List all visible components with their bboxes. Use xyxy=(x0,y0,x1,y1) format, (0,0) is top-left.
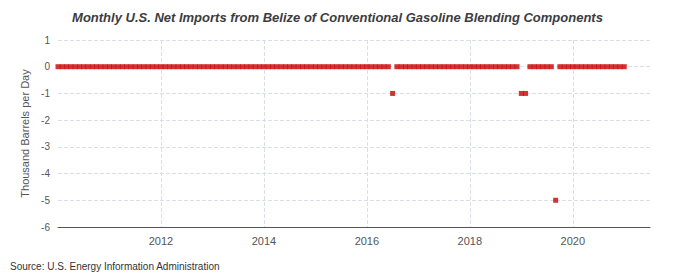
svg-text:0: 0 xyxy=(44,61,50,72)
svg-text:1: 1 xyxy=(44,35,50,46)
svg-text:2016: 2016 xyxy=(355,235,379,247)
svg-text:2020: 2020 xyxy=(561,235,585,247)
svg-text:-6: -6 xyxy=(41,222,50,233)
svg-text:-2: -2 xyxy=(41,115,50,126)
svg-text:Thousand Barrels per Day: Thousand Barrels per Day xyxy=(19,69,31,198)
svg-text:2014: 2014 xyxy=(252,235,276,247)
svg-text:Monthly U.S. Net Imports from: Monthly U.S. Net Imports from Belize of … xyxy=(72,10,603,25)
svg-text:-3: -3 xyxy=(41,141,50,152)
svg-text:2012: 2012 xyxy=(149,235,173,247)
svg-text:2018: 2018 xyxy=(458,235,482,247)
svg-text:-1: -1 xyxy=(41,88,50,99)
svg-text:-4: -4 xyxy=(41,168,50,179)
svg-text:-5: -5 xyxy=(41,195,50,206)
svg-text:Source: U.S. Energy Informatio: Source: U.S. Energy Information Administ… xyxy=(10,261,220,272)
